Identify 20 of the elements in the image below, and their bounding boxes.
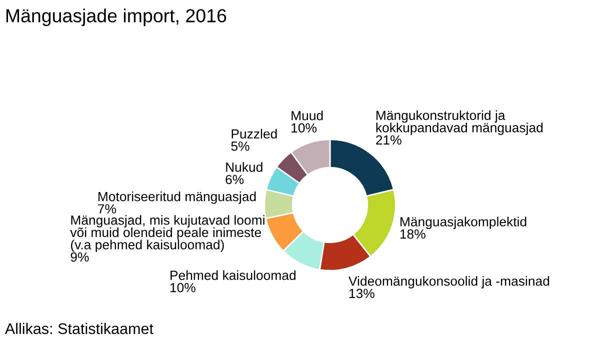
- text: Allikas: Statistikaamet: [4, 322, 154, 334]
- data-label: 9%: [70, 252, 89, 262]
- slice-label: Mänguasjakomplektid: [400, 216, 526, 230]
- slice-label: Mänguasjad, mis kujutavad loomi või muid olendeid peale inimeste (v.a pehmed kaisuloomad): [70, 215, 264, 252]
- data-label: 18%: [400, 229, 426, 239]
- data-label: 10%: [292, 123, 317, 133]
- slice-label: Muud: [292, 110, 323, 120]
- chart-title: Mänguasjade import, 2016: [6, 8, 226, 26]
- slice-label: Motoriseeritud mänguasjad: [98, 192, 256, 204]
- data-label: 7%: [98, 204, 116, 214]
- slice-label: Mängukonstruktorid ja kokkupandavad mänguasjad: [376, 110, 543, 135]
- data-label: 13%: [349, 288, 374, 298]
- slice-label: Puzzled: [232, 128, 277, 139]
- data-label: 21%: [376, 135, 402, 145]
- data-label: 10%: [170, 282, 196, 292]
- slice-label: Videomängukonsoolid ja -masinad: [348, 276, 550, 288]
- slice-label: Pehmed kaisuloomad: [170, 270, 296, 280]
- data-label: 5%: [231, 142, 250, 151]
- data-label: 6%: [226, 174, 244, 184]
- slice-label: Nukud: [226, 162, 262, 172]
